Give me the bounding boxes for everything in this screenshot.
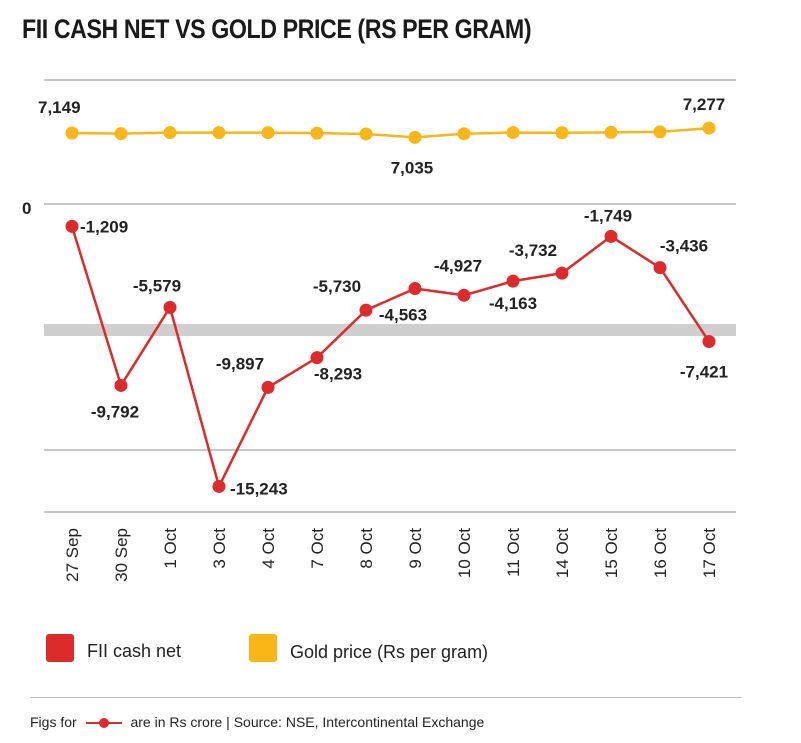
- fii-data-label-7: -4,563: [379, 306, 427, 325]
- gold-data-label-7: 7,035: [391, 158, 434, 177]
- chart-title: FII CASH NET VS GOLD PRICE (RS PER GRAM): [22, 14, 532, 44]
- fii-point-3: [212, 479, 226, 493]
- fii-point-8: [457, 288, 471, 302]
- fii-data-label-12: -3,436: [660, 237, 708, 256]
- fii-data-label-1: -9,792: [91, 402, 139, 421]
- fii-data-label-13: -7,421: [680, 363, 728, 382]
- gold-point-2: [163, 126, 177, 140]
- footer-prefix: Figs for: [30, 714, 77, 730]
- gold-point-7: [408, 130, 422, 144]
- fii-point-12: [653, 261, 667, 275]
- x-tick-label-0: 27 Sep: [63, 528, 82, 582]
- x-tick-label-3: 3 Oct: [210, 528, 229, 569]
- footer-note: Figs for are in Rs crore | Source: NSE, …: [30, 714, 484, 730]
- gold-point-6: [359, 127, 373, 141]
- fii-point-5: [310, 351, 324, 365]
- gold-point-4: [261, 126, 275, 140]
- gold-point-0: [65, 126, 79, 140]
- fii-point-2: [163, 300, 177, 314]
- fii-point-13: [702, 335, 716, 349]
- gold-point-1: [114, 127, 128, 141]
- x-tick-label-8: 10 Oct: [455, 528, 474, 578]
- fii-line: [70, 226, 711, 490]
- fii-point-7: [408, 282, 422, 296]
- x-tick-label-10: 14 Oct: [553, 528, 572, 578]
- fii-point-6: [359, 303, 373, 317]
- gold-point-9: [506, 126, 520, 140]
- fii-point-0: [65, 219, 79, 233]
- legend-label-gold: Gold price (Rs per gram): [290, 642, 489, 662]
- axis-labels: 0: [22, 199, 31, 218]
- gold-series: 7,149 7,035 7,277: [38, 95, 725, 177]
- fii-data-label-0: -1,209: [80, 217, 128, 236]
- gold-point-11: [604, 125, 618, 139]
- gold-data-label-0: 7,149: [38, 98, 81, 117]
- legend-swatch-gold: [249, 634, 277, 662]
- x-tick-label-7: 9 Oct: [406, 528, 425, 569]
- footer-suffix: are in Rs crore | Source: NSE, Intercont…: [130, 714, 485, 730]
- x-tick-label-4: 4 Oct: [259, 528, 278, 569]
- gold-point-13: [702, 121, 716, 135]
- x-tick-label-1: 30 Sep: [112, 528, 131, 582]
- footer-divider: [30, 697, 742, 698]
- fii-line-marker-icon: [85, 718, 122, 729]
- legend-label-fii: FII cash net: [87, 641, 182, 661]
- fii-data-label-5: -8,293: [314, 365, 362, 384]
- x-tick-labels: 27 Sep 30 Sep 1 Oct 3 Oct 4 Oct 7 Oct 8 Oct 9 O…: [63, 528, 719, 582]
- x-tick-label-6: 8 Oct: [357, 528, 376, 569]
- fii-data-label-4: -9,897: [216, 354, 264, 373]
- fii-data-label-10: -3,732: [509, 241, 557, 260]
- fii-series: -1,209 -9,792 -5,579 -15,243 -9,897 -8,293 -5,…: [65, 206, 728, 498]
- gold-data-label-13: 7,277: [683, 95, 726, 114]
- fii-point-1: [114, 378, 128, 392]
- gridline-highlight-band: [44, 324, 736, 336]
- x-tick-label-12: 16 Oct: [651, 528, 670, 578]
- gold-point-12: [653, 125, 667, 139]
- gold-point-5: [310, 126, 324, 140]
- x-tick-label-11: 15 Oct: [602, 528, 621, 578]
- x-tick-label-13: 17 Oct: [700, 528, 719, 578]
- fii-data-label-8: -4,927: [434, 256, 482, 275]
- fii-point-9: [506, 274, 520, 288]
- x-tick-label-9: 11 Oct: [504, 528, 523, 577]
- legend-swatch-fii: [46, 634, 74, 662]
- fii-point-10: [555, 266, 569, 280]
- y-axis-label-0: 0: [22, 199, 31, 218]
- x-tick-label-5: 7 Oct: [308, 528, 327, 569]
- fii-point-4: [261, 380, 275, 394]
- gold-point-3: [212, 126, 226, 140]
- x-tick-label-2: 1 Oct: [161, 528, 180, 569]
- gold-line: [71, 126, 710, 139]
- fii-point-11: [604, 229, 618, 243]
- fii-data-label-11: -1,749: [584, 206, 632, 225]
- fii-data-label-2: -5,579: [133, 276, 181, 295]
- fii-data-label-6: -5,730: [313, 277, 361, 296]
- grid-lines: [44, 79, 736, 513]
- gold-point-10: [555, 126, 569, 140]
- chart-svg: 0 7,149 7,035 7,277 -1,209 -9,792 -5,579 -15,…: [22, 79, 736, 582]
- fii-data-label-3: -15,243: [230, 479, 288, 498]
- gold-point-8: [457, 127, 471, 141]
- fii-data-label-9: -4,163: [489, 294, 537, 313]
